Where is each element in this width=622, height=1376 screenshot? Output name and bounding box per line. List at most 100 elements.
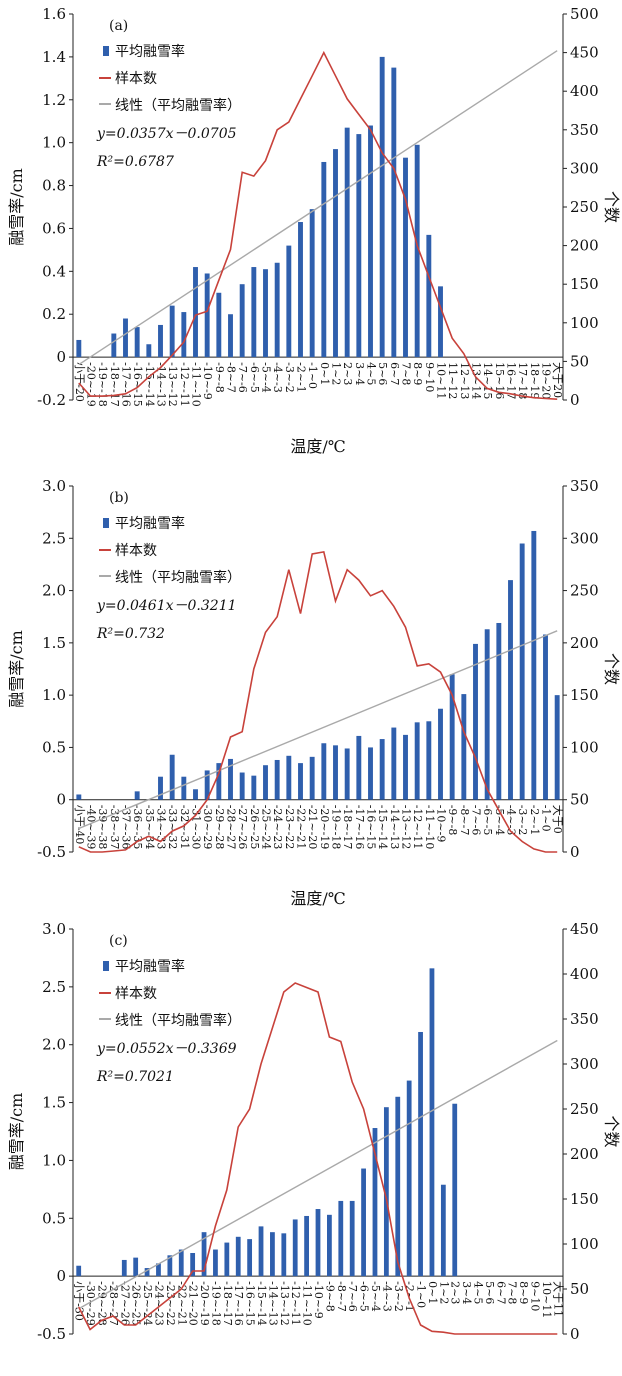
x-tick-label: 5~6 [376, 362, 389, 385]
x-tick-label: 1~2 [437, 1281, 450, 1304]
y2-tick-label: 450 [570, 44, 599, 62]
bar [395, 1096, 401, 1277]
x-tick-label: -31~-30 [190, 805, 203, 850]
y-tick-label: 1.6 [42, 5, 66, 23]
bar [292, 1219, 298, 1277]
x-tick-label: -28~-27 [225, 805, 238, 850]
bar [204, 770, 210, 800]
panel-label: (b) [109, 490, 129, 506]
x-tick-label: -26~-25 [130, 1281, 143, 1326]
x-tick-label: -3~-2 [283, 362, 296, 393]
bar [281, 1233, 287, 1277]
sample-count-line [78, 50, 558, 400]
bar [379, 739, 385, 800]
x-tick-label: -5~-4 [369, 1281, 382, 1312]
bar [452, 1103, 458, 1277]
bar [134, 327, 140, 358]
y-tick-label: -0.5 [37, 1325, 66, 1343]
bar [508, 580, 513, 800]
x-tick-label: -39~-38 [96, 805, 109, 850]
x-tick-label: 大于20 [551, 362, 565, 398]
x-tick-label: 7~8 [400, 362, 413, 385]
bar [426, 721, 432, 800]
x-tick-label: -3~-2 [392, 1281, 405, 1312]
x-tick-label: 4~5 [472, 1281, 485, 1304]
bar [429, 968, 435, 1277]
x-tick-label: 8~9 [411, 362, 424, 385]
bar [361, 1168, 366, 1277]
x-tick-label: -18~-17 [108, 362, 121, 407]
bar [461, 694, 467, 800]
x-tick-label: 2~3 [341, 362, 354, 385]
bar [228, 314, 233, 358]
y2-tick-label: 350 [570, 477, 599, 495]
bar [190, 1253, 196, 1277]
y2-tick-label: 0 [570, 391, 580, 409]
x-tick-label: -20~-19 [318, 805, 331, 850]
x-tick-label: -16~-15 [365, 805, 378, 850]
x-tick-label: 3~4 [353, 362, 366, 385]
panel-label: (a) [109, 18, 128, 34]
bar [76, 1265, 82, 1277]
bar [298, 222, 303, 358]
y-tick-label: 2.0 [42, 582, 66, 600]
x-tick-label: -24~-23 [152, 1281, 165, 1326]
x-tick-label: -5~-4 [493, 805, 506, 836]
x-tick-label: -8~-7 [458, 805, 471, 836]
trend-r-squared: R²=0.7021 [96, 1069, 174, 1085]
x-tick-label: -7~-6 [346, 1281, 359, 1312]
bar [338, 1200, 344, 1277]
bar [391, 67, 397, 358]
bar [344, 748, 350, 800]
legend-label: 样本数 [115, 986, 157, 1002]
trend-line [78, 630, 558, 830]
bar [531, 530, 537, 800]
x-tick-label: -20~-19 [198, 1281, 211, 1326]
x-tick-label: -14~-13 [266, 1281, 279, 1326]
bar [543, 634, 548, 800]
x-tick-label: 14~15 [481, 362, 494, 399]
bar [356, 134, 362, 358]
bar [247, 1239, 253, 1277]
x-tick-label: -16~-15 [131, 362, 144, 407]
x-tick-label: -25~-24 [141, 1281, 154, 1326]
bar [406, 1080, 412, 1277]
bar [193, 267, 198, 358]
bar [286, 245, 292, 358]
bar [403, 734, 408, 800]
x-tick-label: 12~13 [458, 362, 471, 399]
x-tick-label: -12~-11 [289, 1281, 302, 1326]
trend-line [78, 50, 558, 366]
y2-tick-label: 100 [570, 738, 599, 756]
x-tick-label: -11~-10 [423, 805, 436, 850]
x-tick-label: 4~5 [365, 362, 378, 385]
bar [251, 267, 257, 358]
trend-equation: y=0.0552x－0.3369 [96, 1041, 237, 1057]
x-tick-label: -2~-1 [528, 805, 541, 836]
bar [274, 759, 280, 800]
x-tick-label: 小于-30 [73, 1281, 86, 1321]
bar [356, 735, 362, 800]
y-tick-label: -0.5 [37, 843, 66, 861]
y-tick-label: 1.0 [42, 134, 66, 152]
x-tick-label: 10~11 [540, 1281, 553, 1318]
y2-tick-label: 150 [570, 1190, 599, 1208]
y-tick-label: 0 [56, 1267, 66, 1285]
bar [213, 1249, 218, 1277]
bar [193, 789, 198, 800]
bar [204, 273, 210, 358]
bar [438, 708, 443, 800]
x-tick-label: -25~-24 [260, 805, 273, 850]
x-tick-label: -27~-26 [118, 1281, 131, 1326]
chart-panel-2: -0.5 0 0.5 1.0 1.5 2.0 2.5 3.0 0 50 100 150 200 250 30… [7, 477, 621, 908]
bar [133, 1257, 139, 1277]
x-tick-label: -10~-9 [312, 1281, 325, 1319]
y-tick-label: 1.0 [42, 1151, 66, 1169]
y-tick-label: 2.5 [42, 529, 66, 547]
bar [426, 234, 432, 358]
legend-label: 线性（平均融雪率） [115, 1012, 241, 1029]
bar [519, 543, 525, 800]
y2-tick-label: 0 [570, 843, 580, 861]
y-tick-label: 2.0 [42, 1036, 66, 1054]
